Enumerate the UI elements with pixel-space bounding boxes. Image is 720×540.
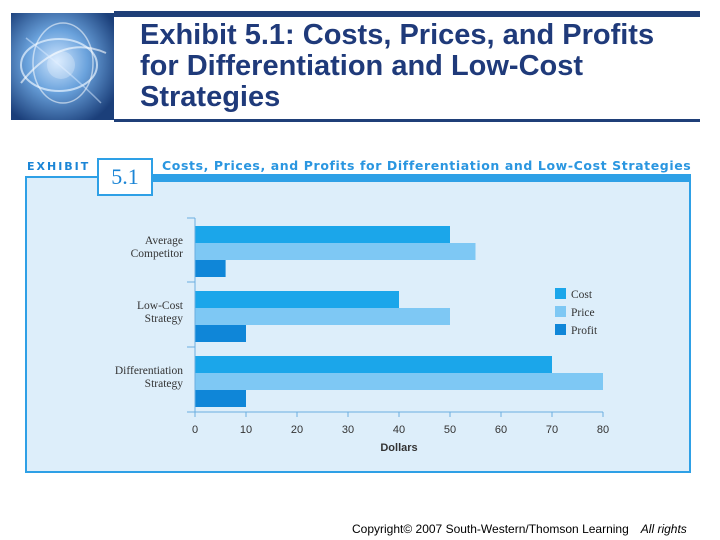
x-tick-label: 10 (240, 424, 252, 436)
x-tick-label: 0 (192, 424, 198, 436)
category-label: Competitor (131, 248, 184, 260)
bar-cost-2 (195, 291, 399, 308)
x-tick-label: 40 (393, 424, 405, 436)
legend-label-cost: Cost (571, 289, 593, 301)
legend-swatch-price (555, 306, 566, 317)
category-label: Strategy (145, 313, 184, 325)
exhibit-label: EXHIBIT (27, 160, 91, 173)
title-bottom-rule (114, 119, 700, 122)
bar-price-1 (195, 243, 476, 260)
rights-text: All rights (640, 522, 687, 536)
exhibit-title: Costs, Prices, and Profits for Different… (162, 158, 692, 173)
x-axis-title: Dollars (380, 442, 417, 454)
bar-profit-3 (195, 390, 246, 407)
x-tick-label: 80 (597, 424, 609, 436)
category-label: Average (145, 235, 183, 247)
exhibit-number: 5.1 (97, 158, 153, 196)
slide-title: Exhibit 5.1: Costs, Prices, and Profits … (140, 19, 655, 113)
x-tick-label: 50 (444, 424, 456, 436)
x-tick-label: 60 (495, 424, 507, 436)
x-tick-label: 70 (546, 424, 558, 436)
legend-swatch-cost (555, 288, 566, 299)
legend-swatch-profit (555, 324, 566, 335)
exhibit-header-band (153, 174, 691, 182)
copyright-text: Copyright© 2007 South-Western/Thomson Le… (352, 522, 629, 536)
bar-cost-3 (195, 356, 552, 373)
globe-logo (11, 13, 114, 120)
bar-cost-1 (195, 226, 450, 243)
category-label: Strategy (145, 378, 184, 390)
title-top-rule (114, 11, 700, 17)
copyright-notice: Copyright© 2007 South-Western/Thomson Le… (352, 522, 687, 536)
legend-label-price: Price (571, 307, 595, 319)
x-tick-label: 20 (291, 424, 303, 436)
category-label: Low-Cost (137, 300, 184, 312)
bar-price-3 (195, 373, 603, 390)
category-label: Differentiation (115, 365, 183, 377)
x-tick-label: 30 (342, 424, 354, 436)
bar-profit-2 (195, 325, 246, 342)
bar-profit-1 (195, 260, 226, 277)
bar-price-2 (195, 308, 450, 325)
legend-label-profit: Profit (571, 325, 598, 337)
